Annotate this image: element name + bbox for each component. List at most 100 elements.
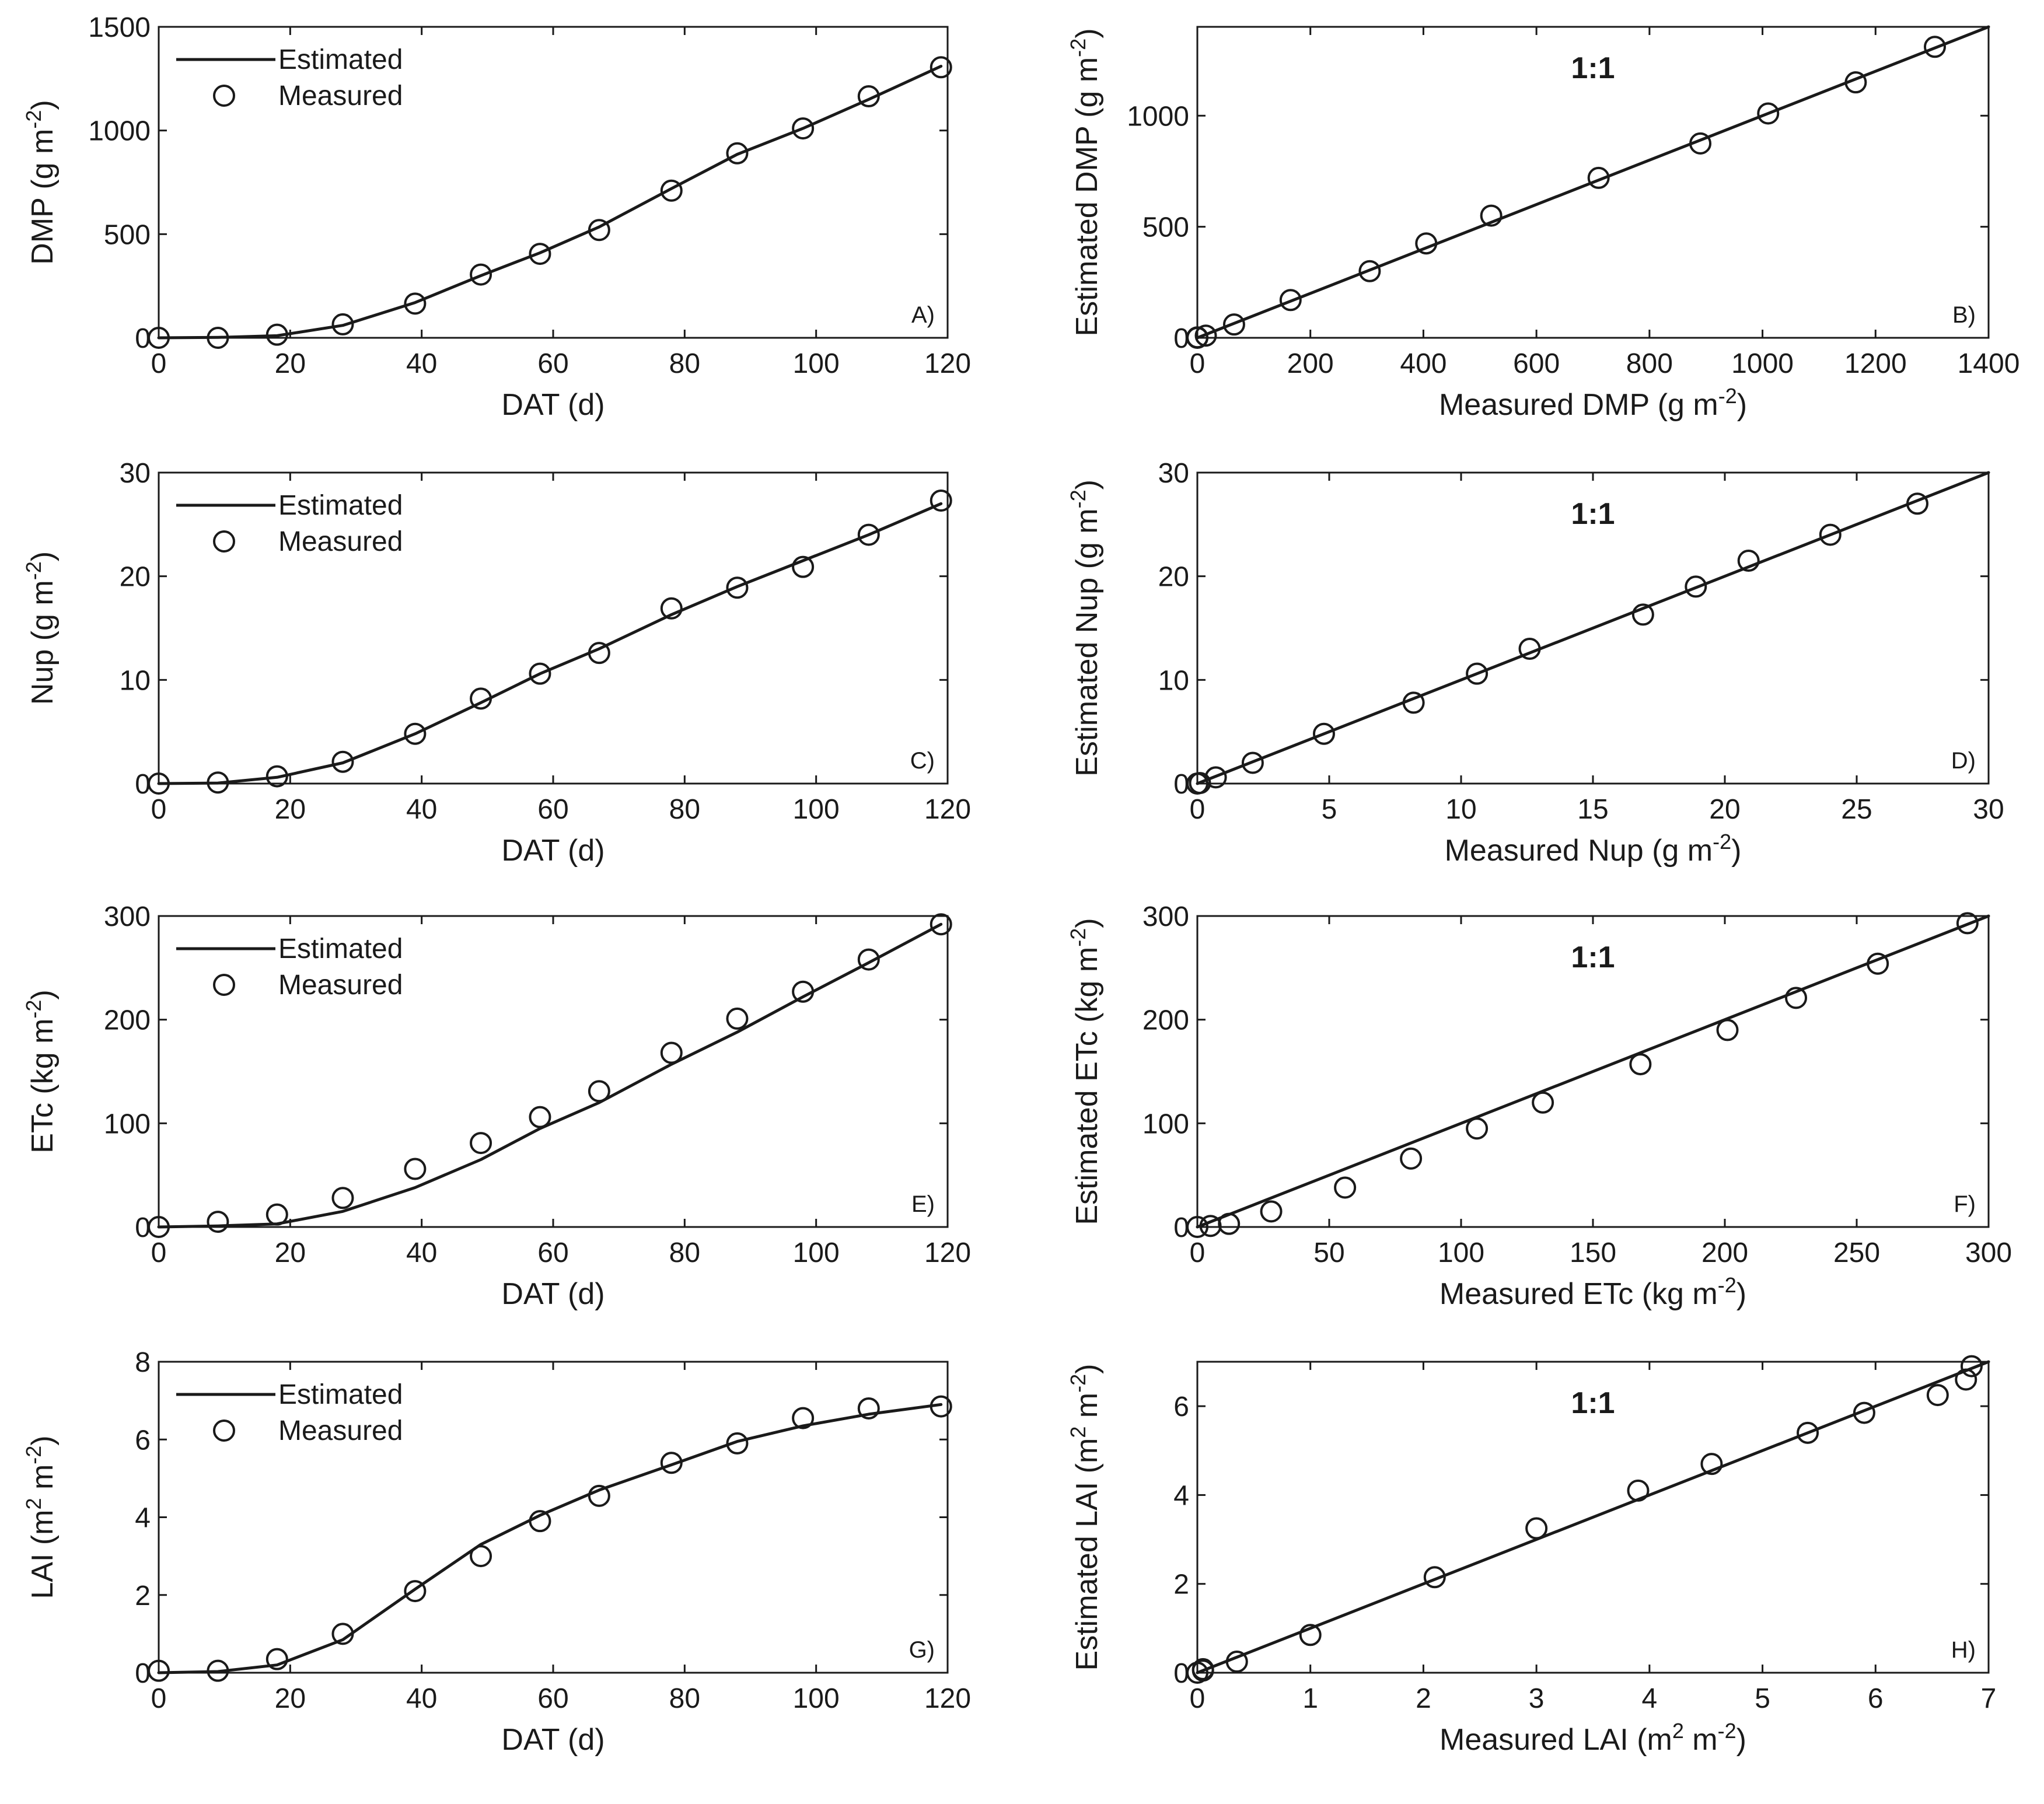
- x-tick-label: 0: [151, 1683, 167, 1714]
- data-point: [148, 772, 170, 795]
- data-point: [1415, 232, 1438, 255]
- data-point: [588, 1080, 610, 1103]
- data-point: [404, 722, 427, 745]
- legend: Estimated Measured: [176, 490, 403, 557]
- x-tick-label: 1200: [1844, 348, 1907, 379]
- one-to-one-label: 1:1: [1571, 941, 1615, 974]
- data-point: [265, 1203, 288, 1226]
- data-point: [529, 1510, 551, 1533]
- data-point: [331, 313, 354, 335]
- data-point: [726, 1007, 749, 1030]
- x-tick-label: 0: [151, 1237, 167, 1268]
- one-to-one-label: 1:1: [1571, 1386, 1615, 1420]
- data-point: [1466, 1117, 1489, 1140]
- y-tick-label: 200: [1142, 1005, 1189, 1036]
- data-point: [857, 1397, 880, 1420]
- data-point: [1189, 772, 1211, 795]
- legend-estimated-label: Estimated: [278, 44, 403, 75]
- y-tick-label: 20: [120, 562, 151, 593]
- data-point: [404, 1580, 427, 1603]
- data-point: [1923, 36, 1946, 58]
- data-point: [404, 292, 427, 315]
- plot-frame: [158, 1361, 949, 1674]
- data-point: [1400, 1147, 1423, 1170]
- data-point: [1627, 1479, 1650, 1502]
- x-tick-label: 0: [1190, 348, 1206, 379]
- y-tick-label: 10: [1158, 665, 1189, 696]
- data-point: [857, 523, 880, 546]
- legend-marker-sample: [213, 974, 235, 996]
- data-point: [660, 1041, 683, 1064]
- estimated-line: [157, 502, 943, 785]
- y-tick-label: 0: [135, 1658, 151, 1689]
- x-tick-label: 40: [406, 1683, 437, 1714]
- plot-frame: [1196, 26, 1990, 339]
- x-tick-label: 30: [1973, 794, 2004, 825]
- legend: Estimated Measured: [176, 934, 403, 1001]
- legend-measured-label: Measured: [278, 970, 403, 1001]
- data-point: [529, 662, 551, 685]
- x-tick-label: 200: [1701, 1237, 1748, 1268]
- data-point: [470, 687, 492, 710]
- legend-estimated-label: Estimated: [278, 1379, 403, 1410]
- legend-marker-sample: [213, 85, 235, 107]
- legend-measured-label: Measured: [278, 526, 403, 557]
- y-axis-label: Estimated ETc (kg m-2): [1066, 918, 1105, 1225]
- data-point: [207, 771, 229, 794]
- data-point: [1737, 550, 1760, 572]
- data-point: [1279, 289, 1302, 312]
- x-tick-label: 120: [924, 1683, 971, 1714]
- data-point: [726, 1432, 749, 1455]
- data-point: [1334, 1176, 1357, 1199]
- y-tick-label: 30: [120, 458, 151, 489]
- data-point: [792, 1407, 815, 1429]
- panel-letter: E): [911, 1191, 935, 1217]
- legend-marker-sample: [213, 530, 235, 553]
- data-point: [331, 1623, 354, 1645]
- y-tick-label: 300: [1142, 901, 1189, 932]
- x-tick-label: 1000: [1731, 348, 1794, 379]
- data-point: [1204, 766, 1227, 789]
- data-point: [1956, 912, 1979, 935]
- data-point: [148, 1216, 170, 1238]
- y-tick-label: 30: [1158, 458, 1189, 489]
- data-point: [1587, 166, 1610, 189]
- x-axis-label: Measured ETc (kg m-2): [1439, 1273, 1746, 1312]
- data-point: [1716, 1019, 1739, 1041]
- data-point: [1906, 492, 1928, 515]
- x-tick-label: 0: [151, 348, 167, 379]
- data-point: [331, 1187, 354, 1209]
- data-point: [207, 327, 229, 349]
- y-tick-label: 1000: [88, 116, 151, 147]
- data-point: [660, 597, 683, 620]
- plot-frame: [158, 471, 949, 785]
- x-tick-label: 1400: [1958, 348, 2020, 379]
- estimated-line: [157, 922, 943, 1229]
- data-point: [857, 85, 880, 108]
- x-tick-label: 600: [1513, 348, 1560, 379]
- data-point: [1757, 102, 1780, 125]
- one-to-one-label: 1:1: [1571, 51, 1615, 85]
- data-point: [660, 1452, 683, 1474]
- x-tick-label: 80: [669, 794, 700, 825]
- data-point: [404, 1158, 427, 1180]
- data-point: [726, 142, 749, 165]
- x-tick-label: 0: [151, 794, 167, 825]
- data-point: [331, 750, 354, 773]
- data-point: [1960, 1355, 1983, 1378]
- data-point: [792, 117, 815, 140]
- plot-frame: [1196, 1361, 1990, 1674]
- data-point: [1926, 1384, 1949, 1407]
- y-axis-label: Estimated LAI (m2 m-2): [1066, 1364, 1105, 1671]
- data-point: [1312, 722, 1335, 745]
- data-point: [1225, 1650, 1248, 1673]
- data-point: [1532, 1091, 1554, 1114]
- y-axis-label: LAI (m2 m-2): [22, 1435, 60, 1599]
- y-axis-label: DMP (g m-2): [22, 100, 60, 264]
- x-tick-label: 3: [1529, 1683, 1545, 1714]
- x-tick-label: 5: [1755, 1683, 1770, 1714]
